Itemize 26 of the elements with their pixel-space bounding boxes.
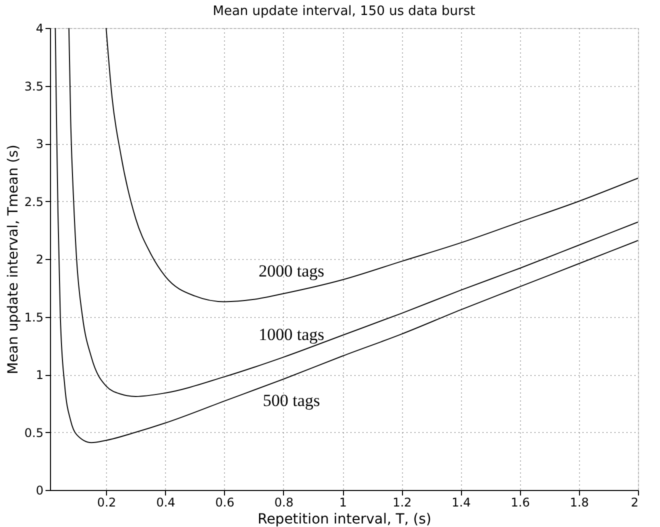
x-tick-label: 1 [339, 496, 347, 510]
x-tick-label: 0.8 [274, 496, 294, 510]
line-series [106, 28, 638, 302]
chart-title: Mean update interval, 150 us data burst [212, 4, 476, 19]
y-tick-label: 3 [36, 137, 44, 151]
x-axis-title: Repetition interval, T, (s) [258, 512, 432, 527]
y-tick-label: 1 [36, 368, 44, 382]
x-tick-label: 2 [630, 496, 638, 510]
x-tick-label: 1.6 [510, 496, 530, 510]
y-axis-title: Mean update interval, Tmean (s) [5, 144, 22, 374]
y-tick-label: 1.5 [24, 310, 44, 324]
series-label: 500 tags [262, 391, 320, 410]
x-tick-label: 0.2 [97, 496, 116, 510]
y-tick-label: 0.5 [24, 426, 44, 440]
x-tick-label: 1.4 [452, 496, 471, 510]
y-tick-label: 2.5 [24, 194, 44, 209]
x-tick-label: 0.6 [215, 496, 234, 510]
y-tick-label: 0 [36, 484, 44, 498]
x-tick-label: 1.2 [392, 496, 412, 510]
x-tick-label: 1.8 [570, 496, 589, 510]
y-tick-label: 3.5 [24, 79, 44, 94]
x-tick-label: 0.4 [156, 496, 176, 510]
series-label: 2000 tags [258, 262, 324, 281]
y-tick-label: 2 [36, 252, 44, 266]
series-label: 1000 tags [258, 325, 324, 344]
y-tick-label: 4 [36, 22, 44, 36]
